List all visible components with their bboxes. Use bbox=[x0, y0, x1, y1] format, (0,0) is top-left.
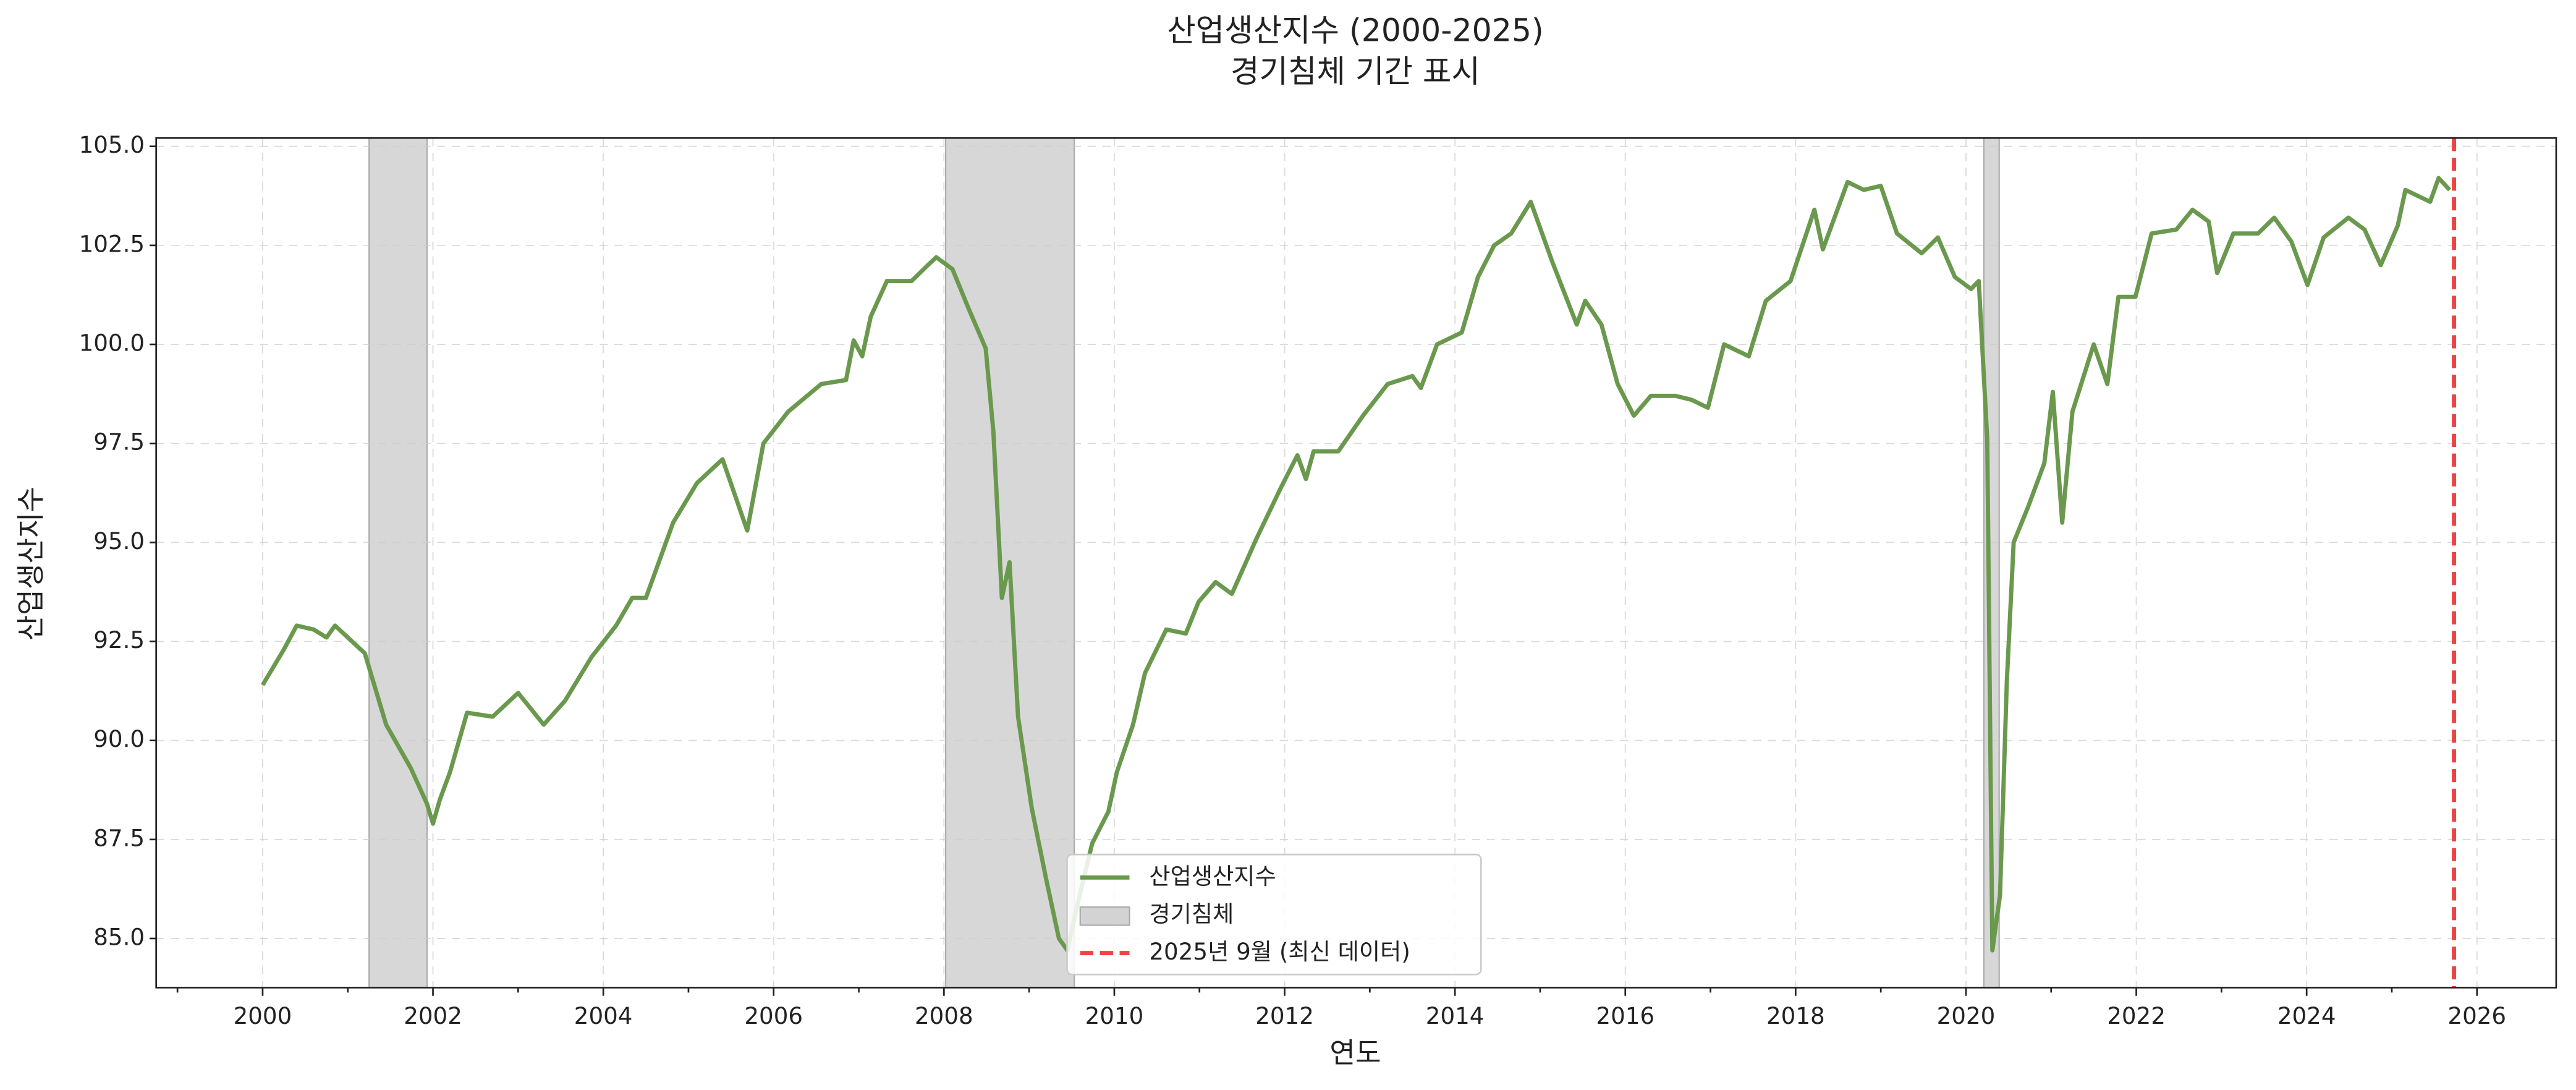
legend-label: 산업생산지수 bbox=[1149, 862, 1276, 890]
x-tick-label: 2008 bbox=[915, 1002, 973, 1029]
x-tick-label: 2000 bbox=[234, 1002, 292, 1029]
y-tick-label: 95.0 bbox=[93, 527, 145, 555]
y-tick-label: 100.0 bbox=[79, 330, 145, 357]
x-tick-label: 2020 bbox=[1937, 1002, 1996, 1029]
x-tick-label: 2018 bbox=[1766, 1002, 1825, 1029]
x-tick-label: 2026 bbox=[2447, 1002, 2506, 1029]
x-tick-label: 2014 bbox=[1426, 1002, 1485, 1029]
legend-box bbox=[1066, 853, 1482, 976]
recession-span bbox=[368, 137, 428, 989]
legend-label: 경기침체 bbox=[1149, 900, 1234, 927]
legend-swatch bbox=[1079, 906, 1130, 926]
y-tick-label: 102.5 bbox=[79, 230, 145, 257]
x-tick-label: 2016 bbox=[1596, 1002, 1654, 1029]
y-tick-label: 85.0 bbox=[93, 923, 145, 950]
y-axis-label: 산업생산지수 bbox=[14, 487, 47, 641]
y-tick-label: 90.0 bbox=[93, 725, 145, 752]
x-tick-label: 2024 bbox=[2277, 1002, 2336, 1029]
y-tick-label: 92.5 bbox=[93, 626, 145, 654]
x-tick-label: 2022 bbox=[2107, 1002, 2166, 1029]
legend-label: 2025년 9월 (최신 데이터) bbox=[1149, 938, 1410, 965]
x-tick-label: 2006 bbox=[744, 1002, 803, 1029]
x-tick-label: 2002 bbox=[404, 1002, 462, 1029]
x-tick-label: 2012 bbox=[1255, 1002, 1314, 1029]
chart-subtitle: 경기침체 기간 표시 bbox=[1231, 53, 1480, 90]
y-tick-label: 97.5 bbox=[93, 428, 145, 456]
y-tick-label: 105.0 bbox=[79, 131, 145, 158]
x-axis-label: 연도 bbox=[1329, 1036, 1381, 1069]
plot-frame bbox=[155, 137, 2557, 989]
chart-title: 산업생산지수 (2000-2025) bbox=[1167, 12, 1543, 49]
x-tick-label: 2004 bbox=[574, 1002, 633, 1029]
x-tick-label: 2010 bbox=[1085, 1002, 1144, 1029]
data-line bbox=[260, 176, 2452, 953]
y-tick-label: 87.5 bbox=[93, 824, 145, 851]
